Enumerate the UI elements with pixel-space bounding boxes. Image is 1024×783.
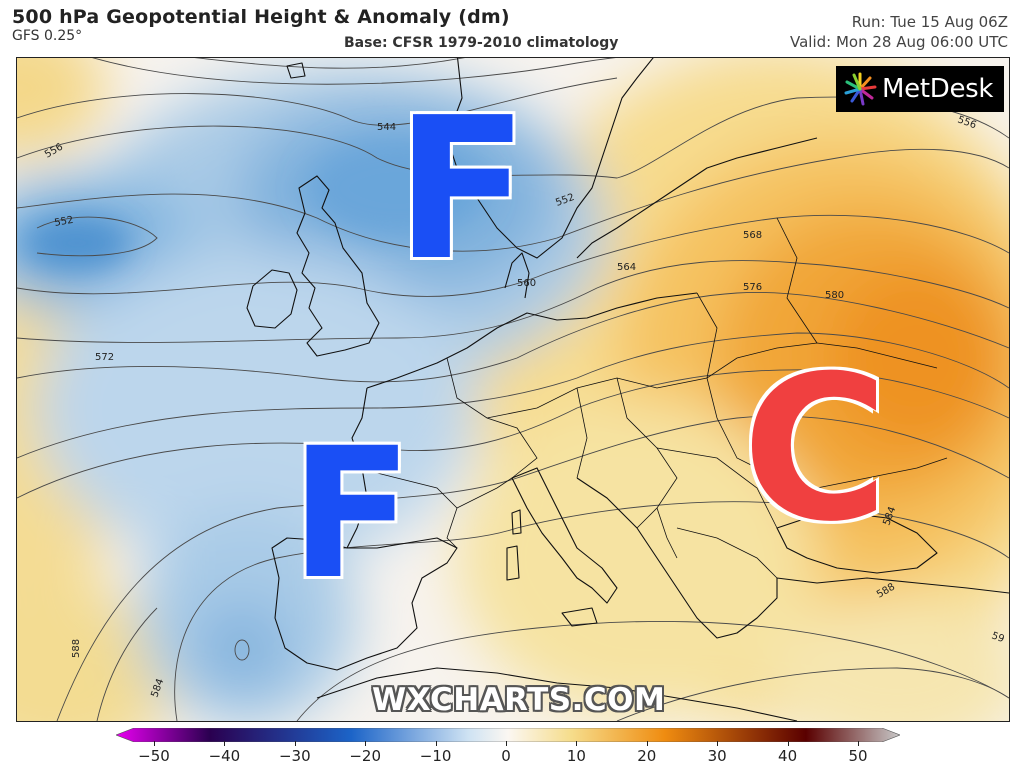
colorbar-tick-mark <box>576 741 578 746</box>
chart-title: 500 hPa Geopotential Height & Anomaly (d… <box>12 6 510 28</box>
valid-time: Valid: Mon 28 Aug 06:00 UTC <box>789 33 1008 51</box>
colorbar-tick-label: 20 <box>637 747 657 765</box>
model-label: GFS 0.25° <box>12 28 83 44</box>
colorbar-tick-mark <box>435 741 437 746</box>
colorbar-tick-mark <box>717 741 719 746</box>
contour-label: 564 <box>617 262 636 273</box>
colorbar-tick-label: 10 <box>566 747 586 765</box>
colorbar-tick-label: −20 <box>349 747 382 765</box>
map-canvas: 544 552 556 552 560 564 568 572 576 580 … <box>17 58 1009 721</box>
contour-label: 576 <box>743 282 762 293</box>
anomaly-colorbar <box>116 728 900 742</box>
contour-label: 552 <box>54 215 75 229</box>
header-right: Run: Tue 15 Aug 06Z Valid: Mon 28 Aug 06… <box>790 12 1008 52</box>
borders <box>356 217 948 579</box>
contour-label: 544 <box>377 122 396 133</box>
contour-label: 59 <box>990 630 1006 645</box>
colorbar-tick-mark <box>646 741 648 746</box>
colorbar-tick-mark <box>506 741 507 746</box>
contour-label: 560 <box>517 278 536 289</box>
colorbar-tick-label: −40 <box>208 747 241 765</box>
colorbar-tick-mark <box>787 741 789 746</box>
cool-anomaly-marker-north: F <box>395 76 529 304</box>
colorbar-tick-label: 50 <box>848 747 868 765</box>
cool-anomaly-marker-iberia: F <box>290 410 413 619</box>
contour-label: 588 <box>71 639 82 658</box>
contour-label: 572 <box>95 352 114 363</box>
colorbar-tick-label: −30 <box>278 747 311 765</box>
metdesk-logo: MetDesk <box>836 66 1004 112</box>
anomaly-shading-fine <box>27 138 487 265</box>
colorbar-tick-label: −10 <box>419 747 452 765</box>
colorbar-tick-mark <box>294 741 296 746</box>
colorbar-gradient <box>116 728 900 742</box>
run-time: Run: Tue 15 Aug 06Z <box>851 13 1008 31</box>
colorbar-tick-mark <box>858 741 859 746</box>
colorbar-ticks: −50 −40 −30 −20 −10 0 10 20 30 40 50 <box>0 741 1024 768</box>
colorbar-tick-label: 30 <box>707 747 727 765</box>
colorbar-tick-mark <box>365 741 367 746</box>
metdesk-logo-icon <box>844 72 877 106</box>
header-left: 500 hPa Geopotential Height & Anomaly (d… <box>12 6 510 44</box>
colorbar-tick-label: −50 <box>138 747 170 765</box>
colorbar-tick-mark <box>154 741 155 746</box>
base-climatology: Base: CFSR 1979-2010 climatology <box>344 35 619 51</box>
metdesk-logo-text: MetDesk <box>882 74 994 104</box>
colorbar-tick-label: 40 <box>778 747 798 765</box>
colorbar-tick-label: 0 <box>501 747 511 765</box>
warm-anomaly-marker-east: C <box>742 333 889 566</box>
map: 544 552 556 552 560 564 568 572 576 580 … <box>16 57 1010 722</box>
contour-label: 568 <box>743 230 762 241</box>
contour-label: 580 <box>825 290 844 301</box>
colorbar-tick-mark <box>224 741 226 746</box>
wxcharts-watermark: WXCHARTS.COM <box>372 682 666 718</box>
coastlines <box>246 58 1009 721</box>
